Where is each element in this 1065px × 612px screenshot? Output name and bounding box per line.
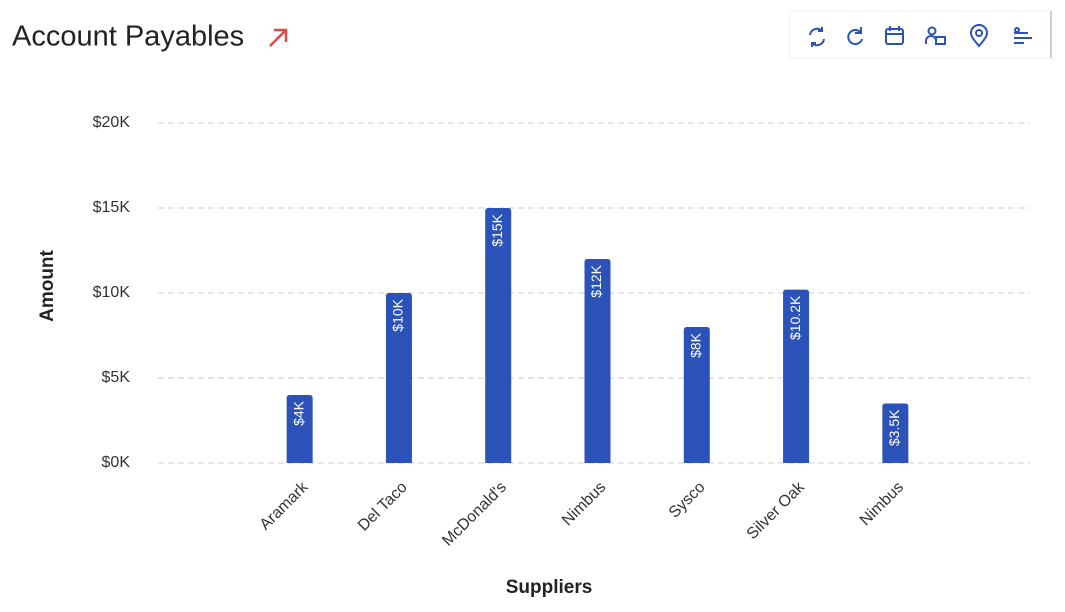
y-axis-title: Amount [37,249,58,321]
refresh-icon[interactable] [847,27,863,46]
y-tick-label: $15K [93,199,131,216]
x-tick-label: Nimbus [559,479,609,529]
bar [882,403,909,463]
x-tick-label: Sysco [666,479,709,522]
y-tick-label: $0K [102,454,131,471]
bar [385,293,412,463]
x-tick-label: McDonald's [439,479,510,550]
x-tick-label: Del Taco [355,479,411,535]
bar [683,327,710,463]
x-tick-label: Nimbus [857,479,907,529]
toolbar-box [788,10,1052,59]
y-tick-label: $10K [93,284,131,301]
y-tick-label: $5K [102,369,131,386]
x-tick-label: Silver Oak [744,478,809,543]
filter-icon[interactable] [1014,27,1032,44]
bar-value-label: $3.5K [886,409,902,446]
bar-value-label: $4K [290,400,306,426]
bar-value-label: $15K [489,213,505,246]
bar [485,208,512,463]
bar [584,259,611,463]
location-icon[interactable] [969,24,989,48]
bar-value-label: $8K [687,332,703,358]
sync-icon[interactable] [809,27,825,47]
bar-value-label: $10.2K [787,295,803,340]
x-tick-label: Aramark [257,478,312,533]
bar-value-label: $12K [588,264,604,297]
bar [286,395,313,463]
toolbar [788,10,1052,59]
user-icon[interactable] [925,26,946,45]
bar-value-label: $10K [390,298,406,331]
x-axis-title: Suppliers [506,577,593,598]
y-tick-label: $20K [93,114,131,131]
page-title: Account Payables [12,21,244,53]
open-link-icon[interactable] [269,28,288,47]
bar [783,289,810,463]
calendar-icon[interactable] [885,26,904,45]
